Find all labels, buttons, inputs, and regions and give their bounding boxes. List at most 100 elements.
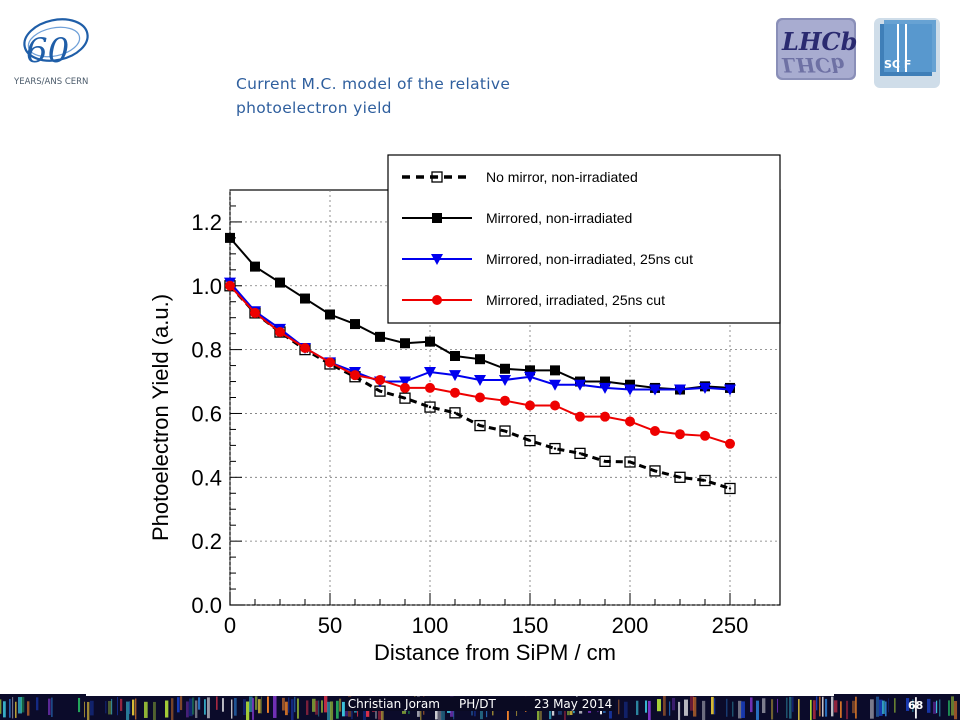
data-point-s3 [599,382,611,394]
data-point-s2 [475,354,485,365]
data-point-s4 [650,426,660,437]
y-axis-label: Photoelectron Yield (a.u.) [148,294,173,541]
data-point-s4 [625,416,635,427]
data-point-s2 [425,336,435,347]
data-point-s2 [400,338,410,349]
data-point-s4 [300,343,310,354]
data-point-s3 [424,366,436,378]
data-point-s1 [449,407,461,419]
footer-text: Christian Joram PH/DT 23 May 2014 [0,697,960,711]
data-point-s4 [600,411,610,422]
y-tick-label: 0.2 [191,529,222,554]
y-tick-label: 0.4 [191,465,222,490]
data-point-s3 [449,370,461,382]
data-point-s2 [500,363,510,374]
data-point-s4 [425,382,435,393]
data-point-s3 [674,384,686,396]
data-point-s1 [474,419,486,432]
x-tick-label: 250 [712,613,749,638]
data-point-s3 [574,379,586,391]
data-point-s1 [649,465,661,477]
legend-label-1: No mirror, non-irradiated [486,169,638,185]
data-point-s2 [375,331,385,342]
x-tick-label: 150 [512,613,549,638]
data-point-s4 [550,400,560,411]
data-point-s3 [399,376,411,388]
cern-logo-caption: YEARS/ANS CERN [13,77,88,87]
data-point-s2 [275,277,285,288]
lhcb-logo-text: LHCb [781,27,857,56]
legend-label-4: Mirrored, irradiated, 25ns cut [486,292,665,308]
data-point-s4 [475,392,485,403]
data-point-s2 [600,376,610,387]
data-point-s2 [550,365,560,376]
data-point-s4 [675,429,685,440]
photoelectron-yield-chart: 0 50 100 150 200 250 0.0 0.2 0.4 0.6 0.8 1.0 1.2 Dist… [148,154,781,665]
page-number: 68 [908,699,924,712]
data-point-s1 [499,425,511,437]
data-point-s1 [399,392,411,404]
slide-title-line-2: photoelectron yield [236,99,392,117]
data-point-s2 [325,309,335,320]
data-point-s2 [250,261,260,272]
data-point-s4 [525,400,535,411]
legend-marker-2 [432,213,442,223]
data-point-s2 [300,293,310,304]
legend-marker-1 [431,171,443,183]
data-point-s4 [575,411,585,422]
data-point-s4 [275,327,285,338]
data-point-s3 [474,374,486,386]
data-point-s2 [525,365,535,376]
footer-credit: Christian Joram PH/DT 23 May 2014 [344,697,616,711]
x-tick-label: 0 [224,613,236,638]
data-point-s1 [724,482,736,495]
data-point-s4 [450,387,460,398]
data-point-s4 [350,370,360,381]
legend-marker-3 [431,254,443,265]
x-axis-label: Distance from SiPM / cm [374,640,616,665]
data-point-s3 [499,374,511,386]
data-point-s1 [624,456,636,468]
data-point-s4 [400,382,410,393]
y-tick-label: 0.6 [191,401,222,426]
data-point-s3 [624,384,636,396]
data-point-s4 [250,307,260,318]
y-tick-label: 1.2 [191,210,222,235]
scifi-logo-text: SC F [884,58,911,71]
data-point-s1 [549,442,561,455]
data-point-s2 [225,232,235,243]
data-point-s4 [500,395,510,406]
data-point-s3 [699,382,711,394]
slide-title: Current M.C. model of the relative photo… [236,72,566,120]
lhcb-logo: LHCb LHCb [776,18,857,80]
legend-box [387,154,781,324]
data-point-s3 [549,379,561,391]
data-point-s4 [325,357,335,368]
data-point-s4 [375,374,385,385]
data-point-s3 [649,384,661,396]
data-point-s1 [599,455,611,467]
data-point-s1 [674,471,686,483]
x-tick-label: 200 [612,613,649,638]
cern-logo-number: 60 [26,31,69,71]
data-point-s4 [225,280,235,291]
data-point-s1 [574,447,586,460]
x-tick-label: 50 [318,613,342,638]
data-point-s1 [699,474,711,487]
svg-text:LHCb: LHCb [781,53,845,77]
y-tick-label: 0.8 [191,338,222,363]
scifi-logo: SC F [874,18,940,88]
legend-label-3: Mirrored, non-irradiated, 25ns cut [486,251,693,267]
data-point-s2 [450,351,460,361]
data-point-s1 [524,434,536,447]
legend-label-2: Mirrored, non-irradiated [486,210,632,226]
x-tick-label: 100 [412,613,449,638]
y-tick-label: 0.0 [191,593,222,618]
y-tick-label: 1.0 [191,274,222,299]
legend-marker-4 [432,295,442,305]
slide-title-line-1: Current M.C. model of the relative [236,75,511,93]
data-point-s4 [725,438,735,449]
data-point-s3 [524,371,536,383]
data-point-s4 [700,430,710,441]
cern-60-logo: 60 YEARS/ANS CERN [13,18,89,87]
